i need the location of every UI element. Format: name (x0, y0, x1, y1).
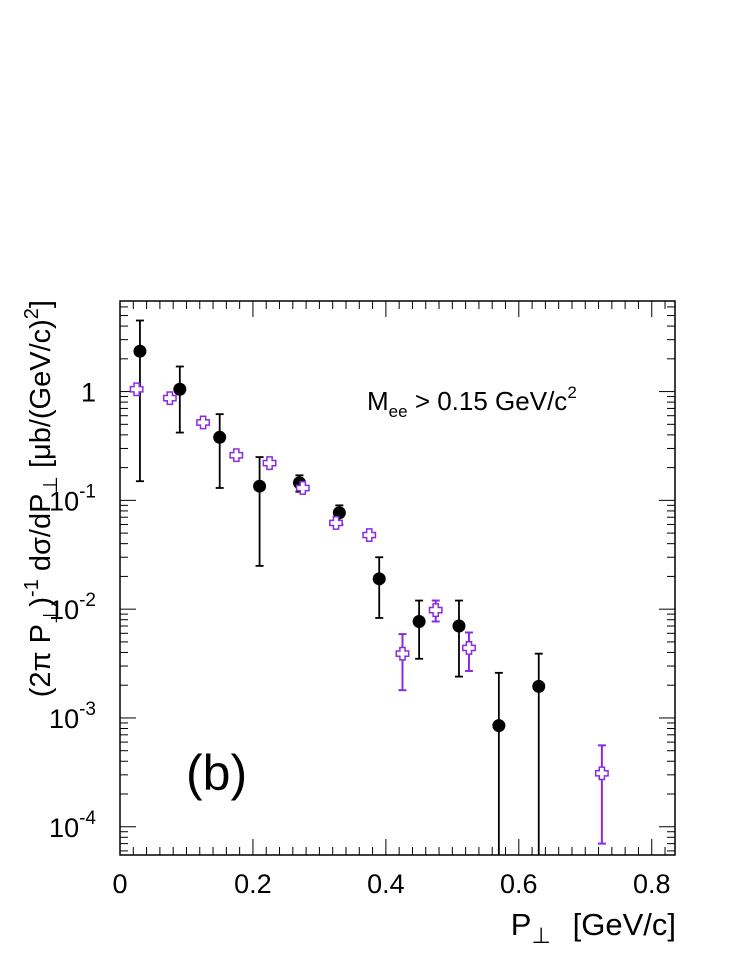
data-point (362, 528, 377, 542)
annotation-sup: 2 (567, 383, 576, 402)
y-label-sub1: ⊥ (40, 607, 62, 624)
y-tick-exponent: -3 (79, 699, 96, 720)
data-point (332, 506, 346, 520)
data-point (253, 479, 267, 493)
y-label-sup2: 2 (21, 308, 43, 319)
data-series (129, 319, 609, 855)
x-axis-label: P⊥ [GeV/c] (511, 907, 676, 948)
y-tick-base: 10 (49, 813, 79, 843)
y-label-part3: dσ/dP (25, 494, 57, 580)
data-point (492, 719, 506, 733)
y-axis-label: (2π P⊥)-1 dσ/dP⊥ [μb/(GeV/c)2] (21, 300, 62, 697)
x-label-base: P (511, 907, 532, 942)
mass-cut-annotation: Mee > 0.15 GeV/c2 (367, 383, 577, 421)
y-label-part5: ] (25, 300, 57, 308)
data-point (532, 679, 546, 693)
series-2 (129, 382, 609, 845)
data-point (594, 766, 609, 781)
y-tick-label: 10-1 (49, 481, 96, 516)
data-point (428, 603, 443, 618)
data-point (162, 391, 177, 406)
plot-frame (119, 300, 676, 856)
data-point (213, 430, 227, 444)
y-label-part2: ) (25, 597, 57, 607)
y-axis: 10-410-310-210-11 (49, 306, 675, 852)
y-tick-exponent: -4 (79, 808, 96, 829)
data-point (372, 572, 386, 586)
panel-label: (b) (186, 745, 247, 801)
x-tick-label: 0.8 (633, 869, 671, 899)
data-point (452, 619, 466, 633)
data-point (133, 344, 147, 358)
plot-border (119, 300, 676, 856)
y-label-part4: [μb/(GeV/c) (25, 319, 57, 476)
data-point (412, 615, 426, 629)
y-tick-base: 10 (49, 704, 79, 734)
x-tick-label: 0 (112, 869, 127, 899)
x-label-unit: [GeV/c] (573, 907, 676, 942)
annotation-sub: ee (389, 402, 408, 421)
data-point (173, 382, 187, 396)
x-tick-label: 0.4 (367, 869, 405, 899)
data-point (196, 415, 211, 430)
x-label-sub: ⊥ (531, 923, 550, 948)
y-tick-base: 10 (49, 595, 79, 625)
data-point (462, 641, 476, 655)
x-tick-label: 0.2 (234, 869, 272, 899)
y-tick-base: 1 (81, 378, 96, 408)
y-tick-label: 1 (81, 378, 96, 408)
data-point (129, 382, 144, 397)
data-point (295, 481, 310, 495)
y-label-part1: (2π P (25, 624, 57, 697)
annotation-text: > 0.15 GeV/c (408, 386, 568, 416)
y-tick-label: 10-4 (49, 808, 96, 843)
data-point (262, 456, 277, 471)
data-point (229, 448, 244, 463)
x-axis: 0 0.2 0.4 0.6 0.8 (112, 301, 671, 899)
y-label-sup: -1 (21, 579, 43, 597)
data-point (329, 516, 343, 530)
y-tick-base: 10 (49, 486, 79, 516)
x-tick-label: 0.6 (500, 869, 538, 899)
data-point (395, 646, 410, 661)
y-tick-label: 10-2 (49, 590, 96, 625)
y-tick-exponent: -1 (79, 481, 96, 502)
y-tick-label: 10-3 (49, 699, 96, 734)
annotation-base: M (367, 386, 389, 416)
y-tick-exponent: -2 (79, 590, 96, 611)
y-label-sub2: ⊥ (40, 476, 62, 493)
